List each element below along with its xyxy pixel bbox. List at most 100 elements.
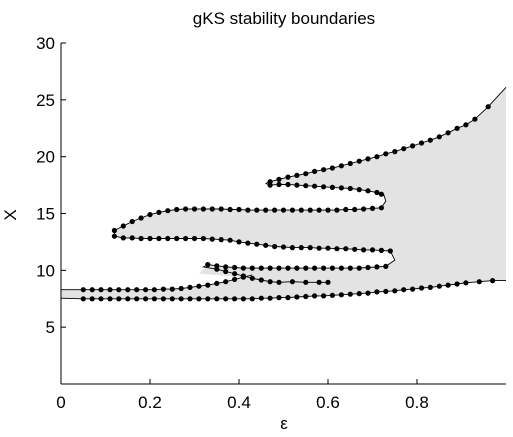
data-point [258,295,264,301]
data-point [147,235,153,242]
data-point [249,296,255,302]
data-point [463,280,469,286]
data-point [427,284,433,290]
data-point [325,279,331,285]
data-point [365,188,371,194]
data-point [156,235,162,242]
data-point [361,206,367,212]
data-point [276,181,282,188]
data-point [401,287,407,293]
data-point [134,287,140,293]
data-point [187,296,193,302]
data-point [316,279,322,285]
data-point [316,245,322,251]
data-point [160,286,166,292]
data-point [263,242,269,248]
data-point [365,290,371,296]
data-point [254,207,260,213]
data-point [200,235,206,242]
data-point [321,184,327,190]
data-point [378,247,384,253]
data-point [263,207,269,213]
data-point [218,206,224,212]
data-point [485,104,491,110]
data-point [272,243,278,250]
y-tick-label: 20 [36,148,55,167]
data-point [174,235,180,242]
data-point [325,245,331,251]
data-point [196,296,202,302]
data-point [361,247,367,253]
data-point [321,265,327,271]
data-point [138,215,144,221]
x-tick-label: 0.4 [227,393,251,412]
data-point [365,156,371,162]
y-tick-label: 15 [36,205,55,224]
data-point [369,205,376,211]
x-axis-label: ε [280,414,288,433]
data-point [392,288,398,294]
data-point [325,207,331,213]
data-point [205,282,211,288]
data-point [134,296,140,302]
data-point [338,163,344,169]
data-point [89,287,95,293]
data-point [80,287,86,293]
data-point [143,296,149,302]
data-point [289,207,295,213]
data-point [205,296,211,302]
data-point [289,279,295,285]
data-point [200,206,206,212]
data-point [151,287,157,293]
data-point [258,277,264,283]
data-point [232,276,238,282]
y-tick-label: 10 [36,261,55,280]
data-point [191,206,198,212]
data-point [476,279,482,285]
data-point [276,176,282,182]
data-point [227,206,233,213]
data-point [178,296,184,302]
boundary-connector [381,194,387,209]
data-point [329,292,335,298]
data-point [427,137,433,143]
data-point [129,218,135,225]
data-point [307,207,313,213]
y-tick-label: 25 [36,91,55,110]
data-point [169,296,175,302]
data-point [383,263,389,269]
data-point [294,172,300,178]
data-point [178,285,184,292]
data-point [156,209,162,215]
data-point [445,282,451,288]
data-point [454,281,460,287]
data-point [125,287,131,293]
stable-region-fill [61,87,506,299]
data-point [343,246,349,252]
data-point [223,264,229,270]
data-point [245,240,251,246]
data-point [218,237,224,243]
data-point [365,264,371,271]
data-point [307,245,313,251]
data-point [272,207,278,213]
data-point [280,207,287,213]
data-point [267,295,273,301]
data-point [303,265,309,271]
data-point [254,241,260,247]
data-point [232,264,238,271]
data-point [245,207,251,213]
data-point [258,265,264,271]
data-point [303,293,309,300]
data-point [125,296,131,302]
x-tick-label: 0.8 [405,393,429,412]
data-point [165,208,171,214]
data-point [356,158,362,164]
data-point [107,287,113,293]
data-point [280,244,287,250]
y-axis-label: X [1,209,20,220]
data-point [410,286,416,292]
data-point [303,279,309,285]
data-point [147,212,153,218]
data-point [347,265,353,271]
